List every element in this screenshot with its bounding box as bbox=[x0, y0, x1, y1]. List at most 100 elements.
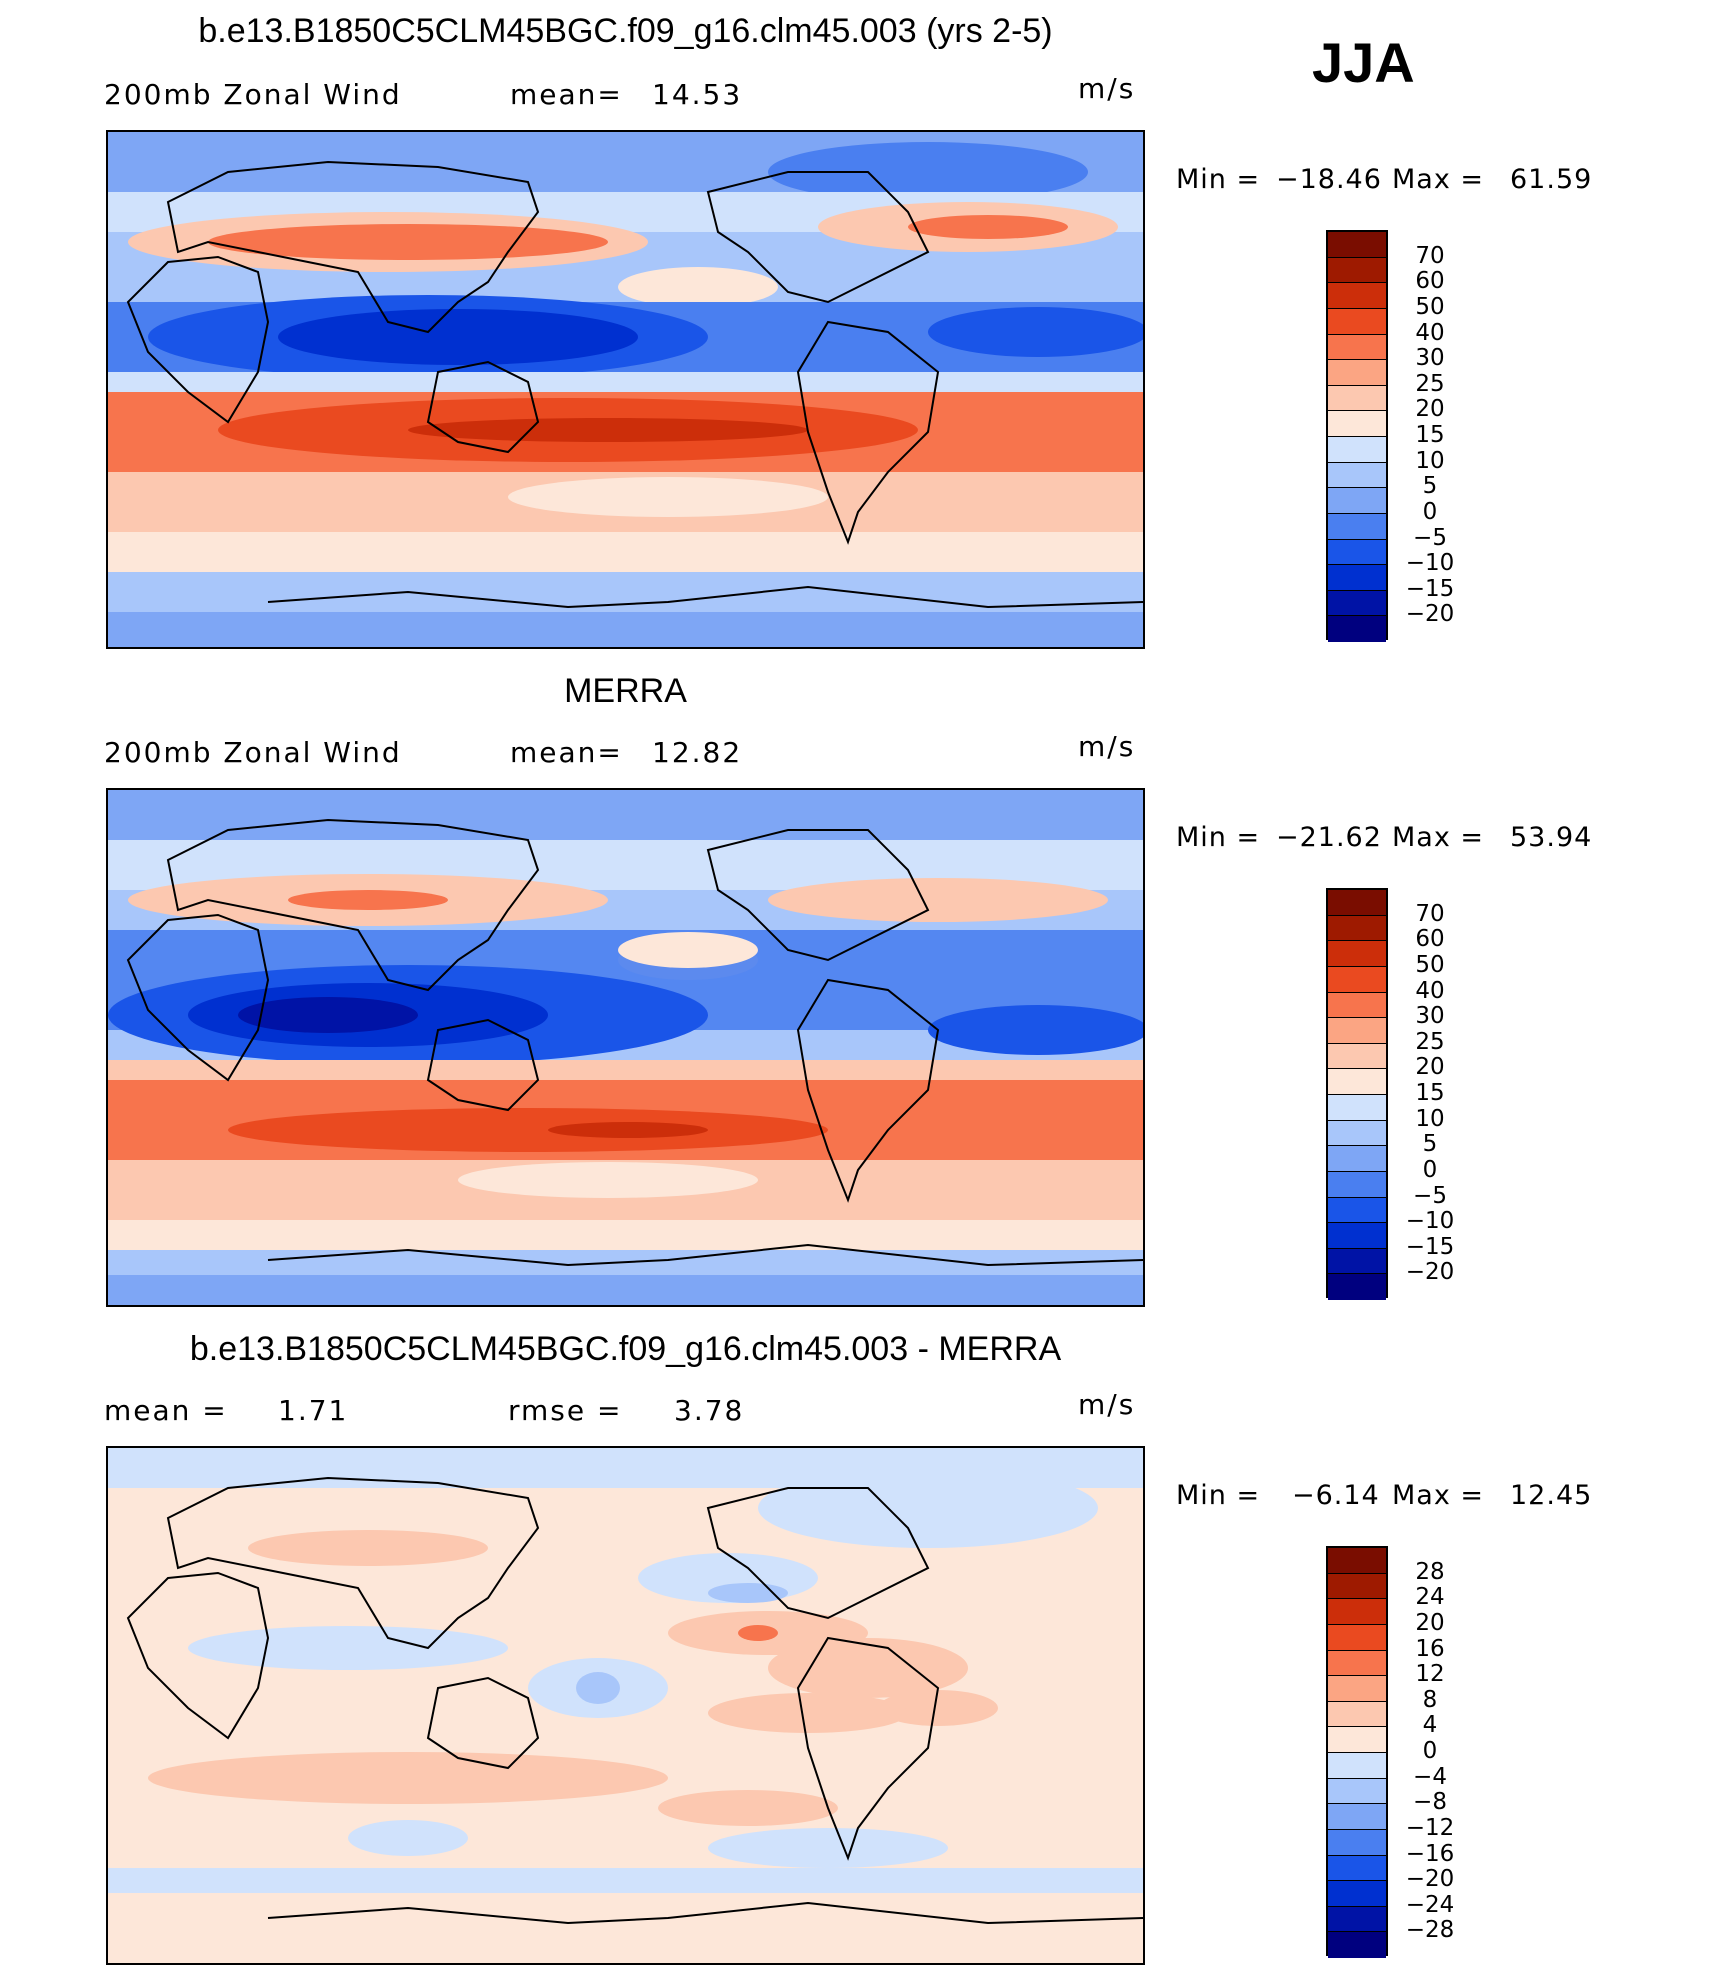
colorbar-swatch bbox=[1328, 1069, 1386, 1095]
panel-1-colorbar bbox=[1326, 230, 1388, 642]
colorbar-swatch bbox=[1328, 1701, 1386, 1728]
colorbar-tick-label: 30 bbox=[1415, 345, 1445, 372]
colorbar-tick-label: −20 bbox=[1405, 601, 1455, 628]
colorbar-tick-label: 0 bbox=[1422, 1156, 1438, 1183]
colorbar-tick-label: 28 bbox=[1415, 1558, 1445, 1585]
colorbar-tick-label: 20 bbox=[1415, 396, 1445, 423]
panel-3-mean-label: mean = bbox=[104, 1394, 228, 1427]
colorbar-swatch bbox=[1328, 513, 1386, 540]
panel-1-mean-label: mean= bbox=[510, 78, 623, 111]
colorbar-tick-label: 5 bbox=[1422, 473, 1438, 500]
colorbar-tick-label: 20 bbox=[1415, 1609, 1445, 1636]
panel-1-variable-label: 200mb Zonal Wind bbox=[104, 78, 402, 111]
colorbar-tick-label: 25 bbox=[1415, 1028, 1445, 1055]
colorbar-tick-label: −5 bbox=[1413, 1182, 1447, 1209]
colorbar-swatch bbox=[1328, 1223, 1386, 1249]
panel-2-contour-plot bbox=[108, 790, 1143, 1305]
panel-1-mean-value: 14.53 bbox=[652, 78, 743, 111]
colorbar-tick-label: −4 bbox=[1413, 1763, 1447, 1790]
panel-3-map bbox=[106, 1446, 1145, 1965]
colorbar-tick-label: 15 bbox=[1415, 422, 1445, 448]
colorbar-tick-label: 30 bbox=[1415, 1003, 1445, 1030]
colorbar-swatch bbox=[1328, 1932, 1386, 1958]
colorbar-swatch bbox=[1328, 1146, 1386, 1172]
colorbar-swatch bbox=[1328, 488, 1386, 514]
panel-3-min-value: −6.14 bbox=[1292, 1480, 1380, 1511]
panel-2-variable-label: 200mb Zonal Wind bbox=[104, 736, 402, 769]
colorbar-tick-label: −16 bbox=[1405, 1840, 1455, 1867]
panel-2-colorbar bbox=[1326, 888, 1388, 1300]
panel-3-max-label: Max = bbox=[1392, 1480, 1485, 1511]
colorbar-swatch bbox=[1328, 941, 1386, 967]
colorbar-tick-label: 40 bbox=[1415, 977, 1445, 1004]
colorbar-tick-label: 60 bbox=[1415, 268, 1445, 295]
colorbar-tick-label: 70 bbox=[1415, 242, 1445, 269]
colorbar-swatch bbox=[1328, 411, 1386, 437]
colorbar-swatch bbox=[1328, 966, 1386, 993]
colorbar-swatch bbox=[1328, 1778, 1386, 1805]
panel-3-max-value: 12.45 bbox=[1510, 1480, 1593, 1511]
colorbar-swatch bbox=[1328, 1676, 1386, 1702]
panel-2-max-value: 53.94 bbox=[1510, 822, 1593, 853]
colorbar-tick-label: 50 bbox=[1415, 293, 1445, 320]
panel-2-max-label: Max = bbox=[1392, 822, 1485, 853]
colorbar-tick-label: 24 bbox=[1415, 1584, 1445, 1611]
colorbar-swatch bbox=[1328, 1650, 1386, 1677]
colorbar-tick-label: 12 bbox=[1415, 1661, 1445, 1688]
season-label: JJA bbox=[1312, 31, 1415, 94]
panel-3-rmse-value: 3.78 bbox=[674, 1394, 745, 1427]
colorbar-tick-label: 0 bbox=[1422, 1738, 1438, 1764]
colorbar-tick-label: 70 bbox=[1415, 900, 1445, 927]
colorbar-tick-label: 4 bbox=[1422, 1712, 1438, 1739]
colorbar-swatch bbox=[1328, 385, 1386, 412]
colorbar-tick-label: 60 bbox=[1415, 926, 1445, 953]
colorbar-tick-label: 20 bbox=[1415, 1054, 1445, 1081]
panel-1-title: b.e13.B1850C5CLM45BGC.f09_g16.clm45.003 … bbox=[198, 12, 1053, 50]
colorbar-swatch bbox=[1328, 462, 1386, 489]
panel-3-units: m/s bbox=[1078, 1388, 1136, 1421]
colorbar-tick-label: 15 bbox=[1415, 1080, 1445, 1106]
colorbar-tick-label: −20 bbox=[1405, 1259, 1455, 1286]
colorbar-tick-label: 40 bbox=[1415, 319, 1445, 346]
colorbar-swatch bbox=[1328, 257, 1386, 284]
colorbar-swatch bbox=[1328, 565, 1386, 591]
colorbar-swatch bbox=[1328, 992, 1386, 1019]
colorbar-swatch bbox=[1328, 1855, 1386, 1882]
colorbar-swatch bbox=[1328, 1881, 1386, 1907]
colorbar-tick-label: 16 bbox=[1415, 1635, 1445, 1662]
colorbar-tick-label: 5 bbox=[1422, 1131, 1438, 1158]
colorbar-swatch bbox=[1328, 1171, 1386, 1198]
colorbar-swatch bbox=[1328, 890, 1386, 916]
panel-2-min-value: −21.62 bbox=[1276, 822, 1382, 853]
colorbar-swatch bbox=[1328, 1829, 1386, 1856]
colorbar-swatch bbox=[1328, 1018, 1386, 1044]
colorbar-swatch bbox=[1328, 232, 1386, 258]
panel-2-mean-value: 12.82 bbox=[652, 736, 743, 769]
colorbar-swatch bbox=[1328, 616, 1386, 642]
colorbar-tick-label: −20 bbox=[1405, 1866, 1455, 1893]
colorbar-tick-label: 25 bbox=[1415, 370, 1445, 397]
colorbar-swatch bbox=[1328, 308, 1386, 335]
colorbar-tick-label: 10 bbox=[1415, 1105, 1445, 1132]
colorbar-swatch bbox=[1328, 915, 1386, 942]
colorbar-tick-label: −15 bbox=[1405, 575, 1455, 602]
colorbar-swatch bbox=[1328, 1548, 1386, 1574]
panel-1-units: m/s bbox=[1078, 72, 1136, 105]
colorbar-tick-label: −24 bbox=[1405, 1891, 1455, 1918]
colorbar-swatch bbox=[1328, 1727, 1386, 1753]
colorbar-swatch bbox=[1328, 1624, 1386, 1651]
colorbar-tick-label: −5 bbox=[1413, 524, 1447, 551]
colorbar-swatch bbox=[1328, 1043, 1386, 1070]
colorbar-swatch bbox=[1328, 1599, 1386, 1625]
colorbar-swatch bbox=[1328, 1197, 1386, 1224]
colorbar-tick-label: −10 bbox=[1405, 1208, 1455, 1235]
colorbar-swatch bbox=[1328, 539, 1386, 566]
colorbar-swatch bbox=[1328, 1906, 1386, 1933]
panel-3-colorbar bbox=[1326, 1546, 1388, 1958]
colorbar-tick-label: 10 bbox=[1415, 447, 1445, 474]
colorbar-swatch bbox=[1328, 1248, 1386, 1275]
colorbar-tick-label: −15 bbox=[1405, 1233, 1455, 1260]
colorbar-swatch bbox=[1328, 283, 1386, 309]
colorbar-swatch bbox=[1328, 1573, 1386, 1600]
panel-1-max-value: 61.59 bbox=[1510, 164, 1593, 195]
